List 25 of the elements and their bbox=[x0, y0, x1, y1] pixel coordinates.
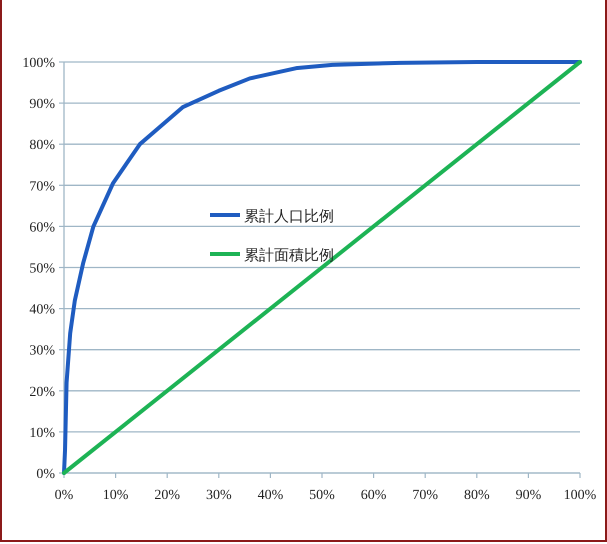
x-tick-label: 80% bbox=[464, 488, 490, 503]
y-tick-label: 90% bbox=[29, 97, 56, 112]
x-tick-label: 20% bbox=[154, 488, 180, 503]
y-tick-label: 30% bbox=[29, 344, 56, 359]
x-tick-label: 70% bbox=[412, 488, 438, 503]
x-tick-label: 90% bbox=[516, 488, 542, 503]
x-tick-label: 50% bbox=[309, 488, 336, 503]
x-tick-label: 60% bbox=[360, 488, 387, 503]
y-tick-label: 50% bbox=[29, 262, 56, 276]
x-tick-label: 100% bbox=[564, 488, 597, 503]
y-tick-label: 60% bbox=[29, 220, 56, 236]
x-tick-label: 30% bbox=[206, 488, 232, 503]
y-tick-label: 40% bbox=[29, 302, 56, 318]
x-tick-label: 10% bbox=[102, 488, 129, 503]
y-tick-label: 0% bbox=[36, 467, 56, 482]
y-tick-label: 80% bbox=[29, 138, 56, 154]
y-tick-label: 20% bbox=[29, 384, 56, 400]
legend-label: 累計面積比例 bbox=[244, 246, 334, 264]
y-tick-label: 100% bbox=[22, 56, 56, 71]
x-tick-label: 40% bbox=[258, 488, 284, 503]
x-tick-label: 0% bbox=[54, 488, 74, 503]
y-tick-label: 10% bbox=[29, 426, 56, 441]
line-series bbox=[62, 60, 582, 475]
legend-label: 累計人口比例 bbox=[244, 207, 334, 225]
y-tick-label: 70% bbox=[29, 179, 56, 194]
